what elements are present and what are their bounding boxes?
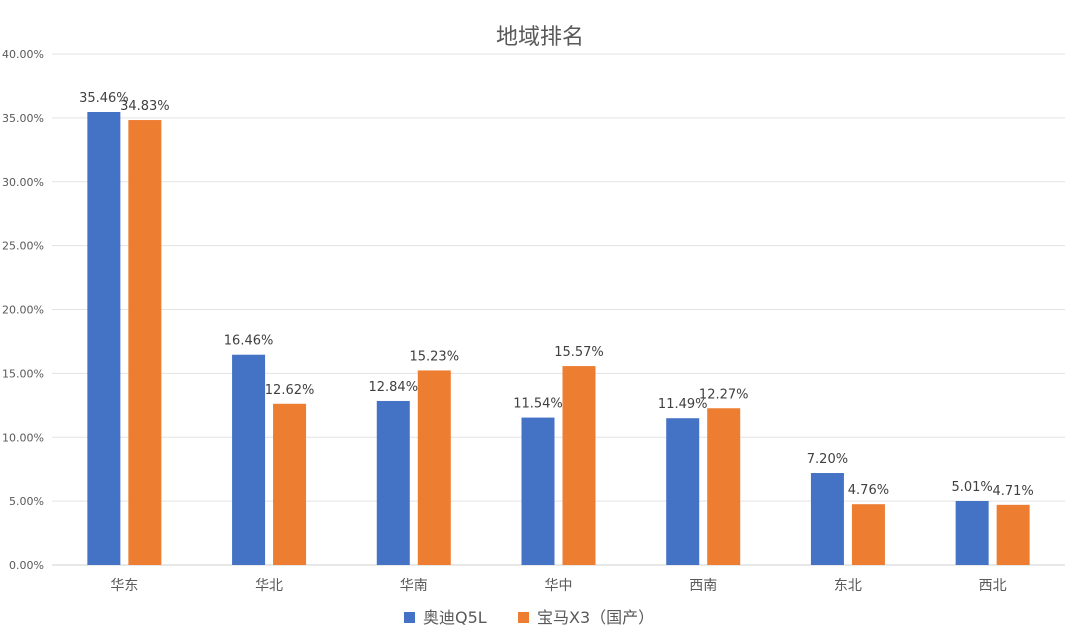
data-label: 12.84% — [368, 380, 418, 395]
bar — [955, 500, 989, 565]
y-axis: 0.00% 5.00% 10.00% 15.00% 20.00% 25.00% 30.00%… — [2, 48, 44, 572]
legend-swatch — [518, 612, 529, 623]
data-label: 16.46% — [224, 334, 274, 349]
y-tick-label: 10.00% — [2, 431, 44, 444]
y-tick-label: 40.00% — [2, 48, 44, 61]
y-tick-label: 30.00% — [2, 176, 44, 189]
y-tick-label: 35.00% — [2, 112, 44, 125]
data-label: 12.62% — [265, 383, 315, 398]
chart-title: 地域排名 — [496, 25, 584, 50]
bar — [666, 418, 700, 565]
bar — [417, 370, 451, 565]
legend-item: 宝马X3（国产） — [518, 608, 654, 627]
data-label: 11.49% — [658, 397, 708, 412]
y-tick-label: 25.00% — [2, 240, 44, 253]
data-label: 35.46% — [79, 91, 129, 106]
y-tick-label: 0.00% — [9, 559, 44, 572]
x-tick-label: 西北 — [979, 578, 1007, 594]
data-label: 5.01% — [951, 480, 992, 495]
x-tick-label: 华南 — [400, 578, 428, 594]
bar — [232, 354, 266, 565]
bar — [376, 400, 410, 565]
bar — [851, 504, 885, 565]
data-label: 15.57% — [554, 345, 604, 360]
data-label: 11.54% — [513, 397, 563, 412]
data-label: 15.23% — [409, 349, 459, 364]
x-tick-label: 华北 — [255, 578, 283, 594]
data-label: 7.20% — [807, 452, 848, 467]
bar — [521, 417, 555, 565]
gridlines — [52, 53, 1065, 566]
x-tick-label: 东北 — [834, 578, 862, 594]
y-tick-label: 15.00% — [2, 367, 44, 380]
legend-label: 奥迪Q5L — [423, 608, 487, 627]
data-label: 4.71% — [992, 484, 1033, 499]
y-tick-label: 5.00% — [9, 495, 44, 508]
legend: 奥迪Q5L 宝马X3（国产） — [404, 608, 654, 627]
bar — [87, 111, 121, 565]
bar — [273, 403, 307, 565]
bar — [996, 504, 1030, 565]
data-label: 4.76% — [848, 483, 889, 498]
bar — [810, 473, 844, 565]
bar — [707, 408, 741, 565]
x-tick-label: 华中 — [545, 578, 573, 594]
x-tick-label: 华东 — [110, 578, 138, 594]
x-tick-label: 西南 — [689, 578, 717, 594]
bar — [128, 120, 162, 565]
legend-swatch — [404, 612, 415, 623]
data-label: 34.83% — [120, 99, 170, 114]
bar — [562, 366, 596, 565]
legend-item: 奥迪Q5L — [404, 608, 487, 627]
y-tick-label: 20.00% — [2, 304, 44, 317]
legend-label: 宝马X3（国产） — [537, 608, 654, 627]
x-axis: 华东 华北 华南 华中 西南 东北 西北 — [110, 578, 1006, 594]
bars: 35.46%34.83% 16.46% 12.62% 12.84% 15.23% 11.5… — [79, 91, 1034, 565]
data-label: 12.27% — [699, 387, 749, 402]
